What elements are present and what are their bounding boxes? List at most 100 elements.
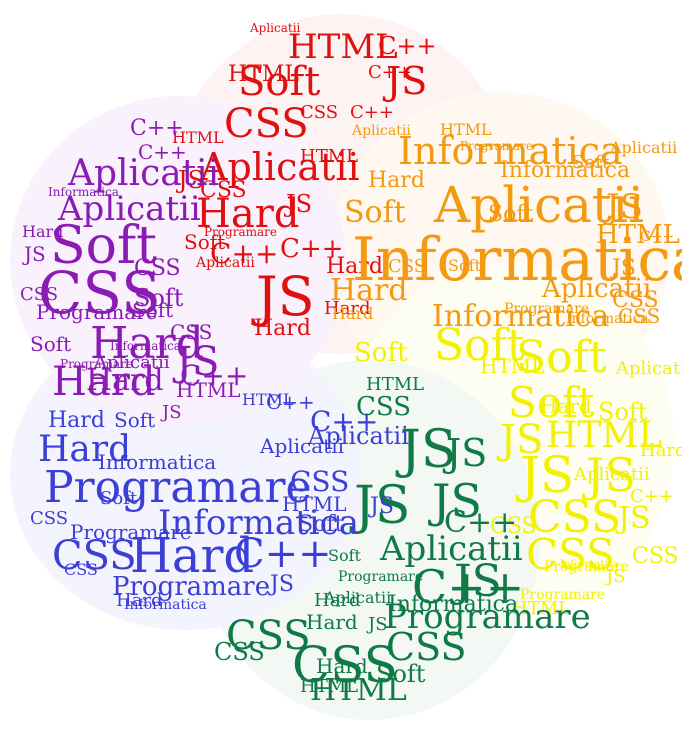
word-purple: Soft: [50, 216, 158, 276]
word-blue: Programare: [44, 462, 312, 513]
word-purple: C++: [180, 359, 249, 392]
word-green: JS: [432, 474, 482, 528]
word-blue: Hard: [48, 408, 105, 433]
word-green: Programare: [338, 569, 424, 585]
word-orange: Soft: [488, 202, 534, 227]
word-blue: CSS: [64, 560, 98, 579]
word-blue: Soft: [298, 512, 344, 537]
word-green: Soft: [376, 660, 426, 688]
word-purple: CSS: [38, 259, 161, 327]
word-green: JS: [368, 614, 388, 635]
word-purple: CSS: [170, 320, 213, 344]
word-green: CSS: [356, 392, 412, 422]
word-orange: Aplicatii: [434, 176, 644, 234]
word-green: C++: [412, 560, 525, 614]
word-blue: JS: [270, 572, 294, 597]
word-purple: JS: [176, 339, 220, 385]
word-yellow: Soft: [508, 378, 595, 427]
word-red: CSS: [224, 101, 309, 147]
word-green: HTML: [366, 374, 425, 395]
word-red: Hard: [254, 316, 311, 341]
word-yellow: JS: [606, 566, 626, 587]
word-red: Soft: [238, 59, 321, 105]
word-green: Hard: [314, 590, 361, 611]
word-red: Hard: [324, 298, 371, 319]
word-yellow: CSS: [632, 544, 679, 569]
word-blue: Hard: [116, 590, 163, 611]
word-yellow: Aplicatii: [574, 464, 650, 485]
word-red: Hard: [196, 191, 300, 237]
word-orange: C++: [640, 229, 675, 245]
word-orange: Informatica: [398, 129, 623, 173]
word-blue: Informatica: [98, 450, 217, 474]
word-red: Hard: [326, 254, 383, 279]
word-yellow: Hard: [540, 394, 592, 418]
word-purple: Soft: [134, 284, 184, 312]
word-yellow: Informatica: [560, 559, 620, 570]
word-purple: HTML: [176, 378, 241, 402]
word-orange: Hard: [332, 304, 374, 323]
word-yellow: HTML: [512, 598, 571, 619]
word-yellow: CSS: [490, 514, 537, 539]
word-blue: Informatica: [158, 503, 359, 543]
word-orange: HTML: [440, 120, 492, 139]
word-blue: Aplicatii: [260, 434, 344, 458]
word-green: CSS: [226, 613, 311, 659]
word-green: C++: [444, 505, 518, 540]
word-green: Programare: [384, 597, 591, 637]
word-red: C++: [280, 234, 344, 264]
word-red: Aplicatii: [196, 255, 255, 271]
word-yellow: CSS: [526, 530, 615, 579]
word-yellow: JS: [520, 446, 575, 504]
word-green: Aplicatii: [324, 588, 392, 607]
word-purple: Informatica: [48, 185, 119, 199]
word-blue: Aplicatii: [308, 422, 409, 450]
word-orange: Hard: [330, 273, 408, 308]
word-green: CSS: [386, 625, 467, 669]
word-green: CSS: [214, 638, 265, 666]
word-blue: CSS: [290, 465, 350, 498]
word-red: CSS: [300, 102, 339, 123]
word-purple: CSS: [134, 256, 181, 281]
word-blue: Informatica: [124, 597, 207, 613]
word-orange: Programare: [504, 301, 590, 317]
word-orange: Soft: [572, 152, 610, 173]
word-blue: C++: [234, 531, 332, 577]
word-blue: JS: [370, 494, 394, 519]
word-orange: Soft: [448, 256, 481, 275]
word-purple: JS: [24, 242, 46, 266]
word-green: HTML: [300, 676, 359, 697]
word-red: Soft: [184, 230, 226, 254]
word-orange: Informatica: [566, 311, 649, 327]
word-orange: Aplicatii: [610, 138, 678, 157]
word-red: C++: [210, 237, 279, 270]
word-blue: Programare: [112, 572, 271, 602]
word-orange: JS: [612, 256, 636, 281]
word-orange: Informatica: [352, 225, 682, 295]
word-blue: HTML: [282, 492, 347, 516]
word-purple: Informatica: [110, 339, 181, 353]
word-yellow: Programare: [520, 587, 606, 603]
word-green: JS: [454, 556, 502, 607]
word-orange: JS: [606, 187, 643, 227]
word-purple: Soft: [30, 332, 72, 356]
word-green: Hard: [316, 654, 368, 678]
word-blue: HTML: [242, 390, 294, 409]
word-red: C++: [368, 62, 412, 83]
word-green: HTML: [310, 673, 407, 708]
word-red: HTML: [288, 27, 398, 67]
word-red: Aplicatii: [250, 21, 301, 35]
word-orange: Soft: [344, 195, 406, 230]
word-green: JS: [400, 420, 457, 480]
word-red: JS: [178, 166, 205, 194]
word-purple: Programare: [36, 300, 158, 324]
word-purple: C++: [130, 116, 184, 141]
word-orange: Informatica: [500, 158, 631, 183]
word-purple: Hard: [22, 222, 64, 241]
word-red: HTML: [228, 62, 299, 87]
word-purple: Hard: [52, 359, 156, 405]
word-purple: JS: [162, 402, 182, 423]
word-yellow: Soft: [516, 332, 607, 383]
word-yellow: HTML: [480, 354, 545, 378]
word-red: Aplicatii: [200, 145, 360, 189]
